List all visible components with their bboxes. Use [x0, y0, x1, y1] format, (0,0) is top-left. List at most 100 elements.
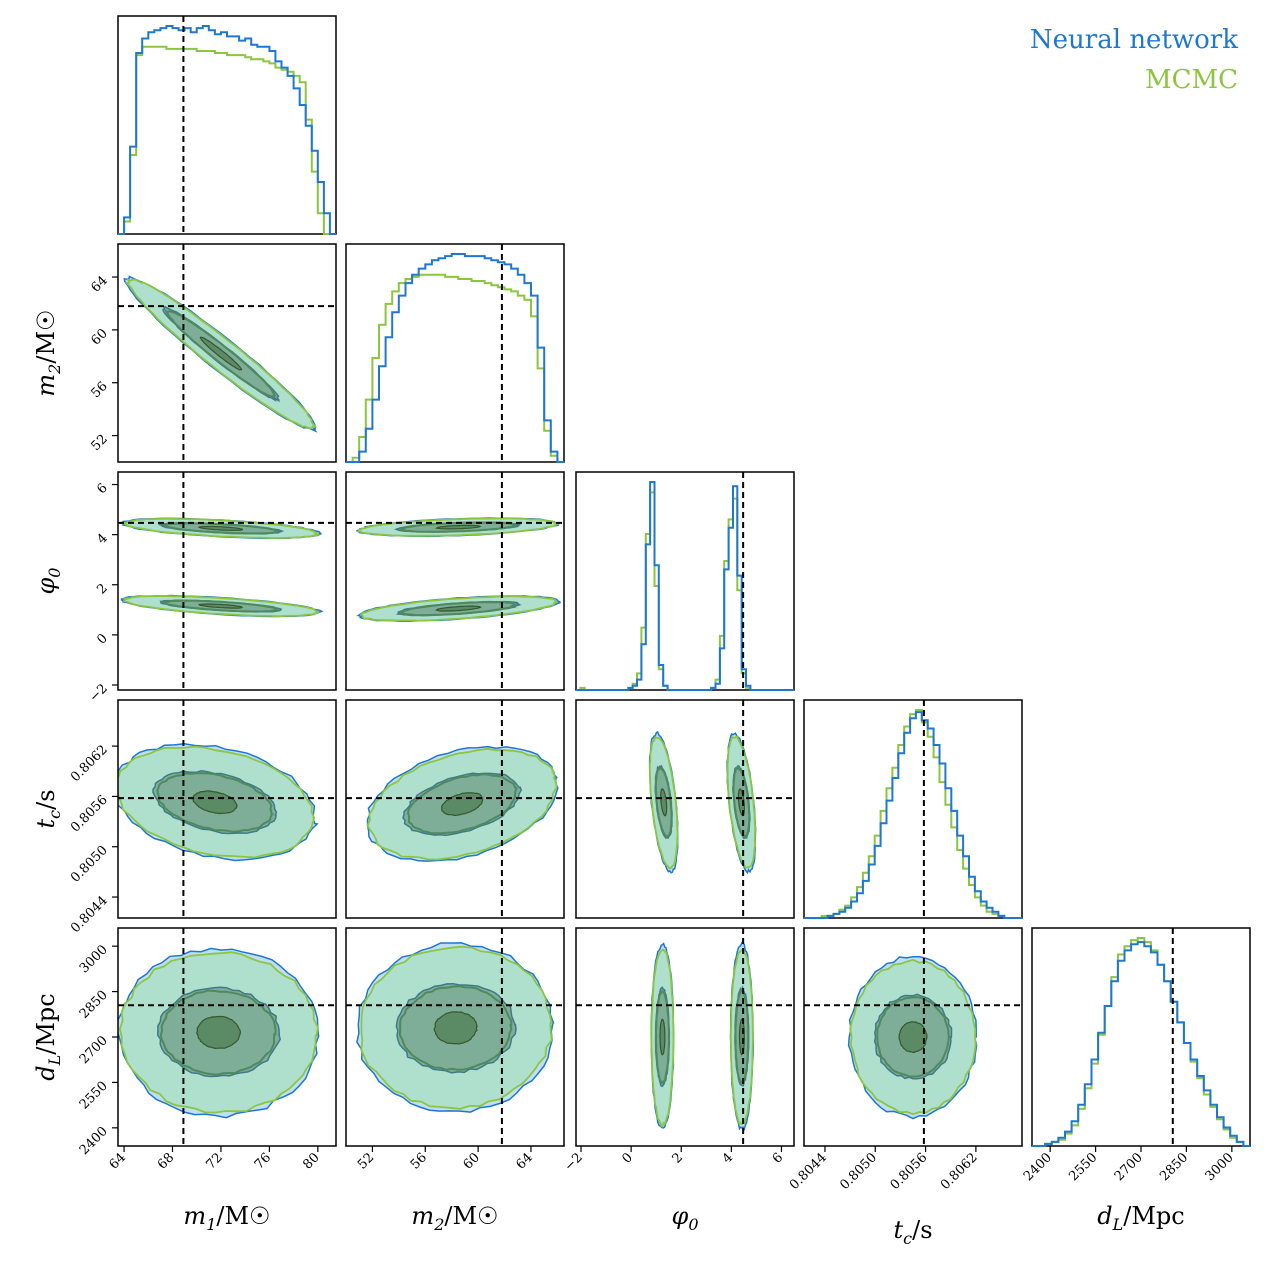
panel-m2-dL-mcmc-inner-contour	[398, 985, 513, 1071]
panel-m1-tc	[118, 742, 319, 862]
ytick-label-m2-2: 60	[89, 326, 111, 348]
panel-m1-tc-frame	[117, 699, 337, 919]
ytick-label-dL-1: 2550	[77, 1079, 111, 1113]
xtick-label-dL-4: 3000	[1203, 1150, 1237, 1184]
panel-m2-phi0-upper-core-contour	[434, 524, 482, 530]
xlabel-m2: m2/M☉	[411, 1202, 498, 1234]
panel-m1-m2-core-contour	[199, 336, 243, 371]
panel-phi0-tc	[648, 730, 757, 875]
hist-phi0-mcmc	[576, 491, 794, 691]
hist-m1-nn	[118, 25, 336, 235]
ytick-label-dL-4: 3000	[77, 942, 111, 976]
xlabel-m1: m1/M☉	[183, 1202, 270, 1234]
ytick-label-phi0-2: 2	[94, 581, 110, 597]
xtick-label-phi0-0: −2	[562, 1150, 586, 1174]
xtick-label-m2-2: 60	[461, 1150, 483, 1172]
panel-tc-dL-mcmc-inner-contour	[876, 996, 951, 1078]
panel-phi0-dL	[650, 941, 755, 1131]
panel-m1-phi0-frame	[117, 471, 337, 691]
ylabel-tc: tc/s	[32, 789, 64, 828]
hist-phi0-frame	[575, 471, 795, 691]
ytick-label-phi0-3: 4	[94, 531, 110, 547]
xtick-label-m2-0: 52	[355, 1150, 377, 1172]
panel-m2-tc-frame	[345, 699, 565, 919]
xtick-label-tc-3: 0.8062	[938, 1150, 981, 1193]
panel-phi0-tc-left-mcmc-inner-contour	[654, 766, 673, 839]
panel-m1-phi0-lower-core-contour	[198, 603, 243, 609]
xtick-label-tc-1: 0.8050	[837, 1150, 880, 1193]
xlabel-dL: dL/Mpc	[1097, 1202, 1184, 1234]
ytick-label-m2-3: 64	[89, 273, 111, 295]
xtick-label-tc-2: 0.8056	[888, 1150, 931, 1193]
xtick-label-phi0-3: 4	[720, 1150, 736, 1166]
panel-tc-dL-core-contour	[898, 1021, 928, 1053]
panel-tc-dL	[847, 956, 978, 1120]
xtick-label-phi0-4: 6	[770, 1150, 786, 1166]
ylabel-phi0: φ0	[32, 568, 64, 595]
ytick-label-tc-1: 0.8050	[68, 843, 111, 886]
panel-m2-tc-mcmc-inner-contour	[407, 773, 518, 835]
xtick-label-phi0-1: 0	[619, 1150, 635, 1166]
ytick-label-phi0-4: 6	[94, 481, 110, 497]
xtick-label-m1-4: 80	[300, 1150, 322, 1172]
ylabel-dL: dL/Mpc	[32, 993, 64, 1080]
panel-m1-phi0-upper-core-contour	[198, 525, 243, 532]
panel-phi0-dL-right-mcmc-inner-contour	[734, 989, 750, 1085]
ytick-label-m2-1: 56	[89, 379, 111, 401]
panel-m2-tc	[366, 745, 559, 862]
panel-phi0-tc-left-core-contour	[660, 788, 668, 817]
hist-tc-frame	[803, 699, 1023, 919]
hist-m2-mcmc	[346, 273, 564, 463]
ylabel-m2: m2/M☉	[32, 309, 64, 396]
panel-tc-dL-frame	[803, 927, 1023, 1147]
ytick-label-m2-0: 52	[89, 432, 111, 454]
panel-m1-dL	[118, 947, 320, 1119]
panel-m1-tc-mcmc-inner-contour	[156, 772, 274, 833]
xlabel-tc: tc/s	[893, 1216, 932, 1248]
xtick-label-m1-2: 72	[203, 1150, 225, 1172]
ytick-label-phi0-1: 0	[94, 631, 110, 647]
ytick-label-tc-0: 0.8044	[68, 893, 111, 936]
panel-m2-phi0-lower-core-contour	[435, 605, 482, 612]
xtick-label-tc-0: 0.8044	[787, 1150, 830, 1193]
xtick-label-dL-0: 2400	[1021, 1150, 1055, 1184]
ytick-label-dL-2: 2700	[77, 1033, 111, 1067]
panel-m2-phi0-frame	[345, 471, 565, 691]
hist-m2-frame	[345, 243, 565, 463]
panel-m2-dL-frame	[345, 927, 565, 1147]
ytick-label-phi0-0: −2	[87, 681, 111, 705]
panel-m1-m2-frame	[117, 243, 337, 463]
hist-tc-mcmc	[804, 709, 1022, 919]
hist-m1-mcmc	[118, 45, 336, 235]
panel-m2-dL	[356, 942, 555, 1113]
legend: Neural network MCMC	[1030, 20, 1238, 100]
xtick-label-m1-1: 68	[155, 1150, 177, 1172]
xtick-label-phi0-2: 2	[670, 1150, 686, 1166]
panel-m1-phi0-lower-mcmc-inner-contour	[160, 599, 280, 613]
ytick-label-tc-3: 0.8062	[68, 742, 111, 785]
ytick-label-dL-0: 2400	[77, 1124, 111, 1158]
panel-m2-phi0-lower-mcmc-inner-contour	[399, 601, 519, 617]
hist-dL-nn	[1032, 941, 1250, 1147]
panel-phi0-dL-left-core-contour	[659, 1018, 666, 1056]
ytick-label-tc-2: 0.8056	[68, 793, 111, 836]
xtick-label-dL-2: 2700	[1112, 1150, 1146, 1184]
panel-m1-m2	[123, 275, 318, 433]
panel-m1-dL-core-contour	[196, 1015, 242, 1050]
hist-m2-nn	[346, 253, 564, 463]
panel-m1-m2-mcmc-inner-contour	[164, 309, 277, 399]
panel-m2-dL-core-contour	[433, 1011, 478, 1045]
ytick-label-dL-3: 2850	[77, 988, 111, 1022]
panel-phi0-dL-left-mcmc-inner-contour	[654, 990, 670, 1085]
legend-entry-neural-network: Neural network	[1029, 25, 1238, 55]
hist-tc-nn	[804, 711, 1022, 919]
hist-phi0-nn	[576, 481, 794, 691]
panel-phi0-tc-right-mcmc-inner-contour	[732, 766, 751, 838]
xlabel-phi0: φ0	[672, 1202, 699, 1234]
hist-m1-frame	[117, 15, 337, 235]
xtick-label-m1-3: 76	[252, 1150, 274, 1172]
xtick-label-m1-0: 64	[107, 1150, 129, 1172]
xtick-label-m2-3: 64	[513, 1150, 535, 1172]
panel-phi0-dL-frame	[575, 927, 795, 1147]
